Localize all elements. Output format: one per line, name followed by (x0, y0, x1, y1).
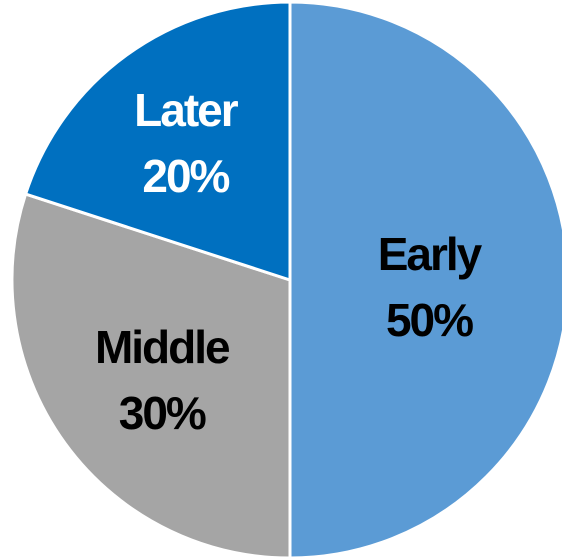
slice-name-later: Later (134, 84, 239, 136)
slice-percent-later: 20% (142, 150, 229, 202)
slice-percent-middle: 30% (119, 387, 206, 439)
pie-slice-later (23, 0, 292, 283)
slice-percent-early: 50% (386, 294, 473, 346)
slice-name-middle: Middle (95, 321, 230, 373)
slice-name-early: Early (378, 228, 483, 280)
pie-slice-early (288, 0, 562, 559)
pie-slices (10, 0, 562, 559)
pie-labels: Early 50% Middle 30% Later 20% (95, 84, 485, 439)
pie-slice-middle (10, 192, 292, 559)
